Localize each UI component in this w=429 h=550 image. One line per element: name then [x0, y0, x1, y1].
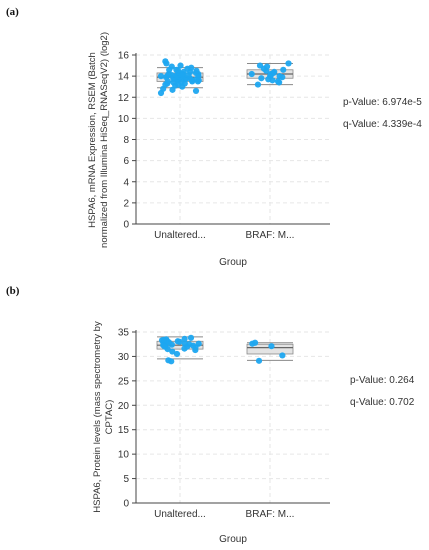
y-tick-label: 20 — [118, 401, 130, 412]
data-point — [160, 336, 167, 343]
data-point — [173, 66, 180, 73]
x-tick-label: BRAF: M... — [246, 509, 295, 520]
data-point — [157, 73, 165, 80]
x-tick-label: Unaltered... — [154, 509, 206, 520]
y-tick-label: 2 — [123, 198, 129, 209]
panel-a-p-value: p-Value: 6.974e-5 — [343, 97, 422, 108]
data-point — [169, 348, 176, 355]
data-point — [173, 350, 181, 358]
y-tick-label: 0 — [123, 220, 129, 231]
y-tick-label: 30 — [118, 352, 130, 363]
data-point — [188, 77, 195, 84]
data-point — [161, 343, 168, 350]
data-point — [169, 86, 176, 93]
panel-b-q-value: q-Value: 0.702 — [350, 397, 415, 408]
data-point — [274, 78, 282, 85]
panel-a-q-value: q-Value: 4.339e-4 — [343, 119, 422, 130]
data-point — [285, 60, 292, 67]
panel-a-chart: 0 2 4 6 8 10 12 14 16 Unaltered... BRAF: M... Group… — [87, 32, 330, 268]
panel-b-chart: 0 5 10 15 20 25 30 35 Unaltered... BRAF: M... Grou… — [92, 321, 330, 545]
y-tick-label: 6 — [123, 156, 129, 167]
data-point — [178, 71, 186, 79]
data-point — [187, 334, 195, 341]
y-tick-label: 8 — [123, 135, 129, 146]
data-point — [174, 338, 181, 345]
data-point — [165, 357, 172, 364]
y-axis-label: normalized from Illumina HiSeq_RNASeqV2)… — [99, 32, 110, 248]
y-tick-label: 5 — [123, 474, 129, 485]
x-axis-label: Group — [219, 257, 247, 268]
data-point — [254, 81, 262, 88]
y-tick-label: 16 — [118, 51, 130, 62]
x-tick-label: BRAF: M... — [246, 230, 295, 241]
panel-a-label: (a) — [6, 6, 19, 18]
data-point — [251, 339, 259, 346]
data-point — [263, 63, 271, 70]
data-point — [193, 67, 200, 74]
data-point — [256, 62, 264, 69]
data-point — [181, 340, 189, 347]
data-point — [280, 66, 287, 73]
y-tick-label: 35 — [118, 328, 130, 339]
data-point — [192, 87, 200, 95]
x-tick-label: Unaltered... — [154, 230, 206, 241]
data-point — [276, 73, 283, 80]
data-point — [279, 352, 286, 359]
data-point — [162, 81, 169, 88]
y-axis-label: HSPA6, mRNA Expression, RSEM (Batch — [87, 52, 98, 228]
data-point — [188, 64, 195, 71]
y-tick-label: 14 — [118, 72, 130, 83]
data-point — [181, 335, 188, 342]
y-tick-label: 10 — [118, 114, 130, 125]
data-point — [195, 340, 202, 347]
y-axis-label: HSPA6, Protein levels (mass spectrometry… — [92, 321, 103, 513]
y-tick-label: 25 — [118, 376, 130, 387]
x-axis-label: Group — [219, 534, 247, 545]
panel-b-label: (b) — [6, 285, 20, 297]
data-point — [268, 343, 275, 350]
data-point — [258, 75, 265, 82]
data-point — [168, 63, 175, 70]
y-axis-label: CPTAC) — [104, 400, 115, 435]
data-point — [177, 62, 184, 69]
y-tick-label: 10 — [118, 450, 130, 461]
data-point — [248, 70, 255, 78]
data-point — [162, 58, 169, 65]
y-tick-label: 15 — [118, 425, 130, 436]
data-point — [255, 357, 263, 364]
data-point — [271, 68, 278, 75]
y-tick-label: 12 — [118, 93, 130, 104]
panel-b-p-value: p-Value: 0.264 — [350, 375, 415, 386]
y-tick-label: 4 — [123, 177, 129, 188]
y-tick-label: 0 — [123, 499, 129, 510]
